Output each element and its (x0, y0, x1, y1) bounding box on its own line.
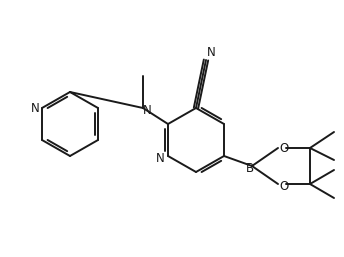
Text: N: N (143, 104, 151, 116)
Text: O: O (279, 179, 289, 192)
Text: N: N (155, 151, 164, 164)
Text: O: O (279, 142, 289, 154)
Text: B: B (246, 161, 254, 175)
Text: N: N (207, 47, 215, 60)
Text: N: N (31, 102, 39, 115)
